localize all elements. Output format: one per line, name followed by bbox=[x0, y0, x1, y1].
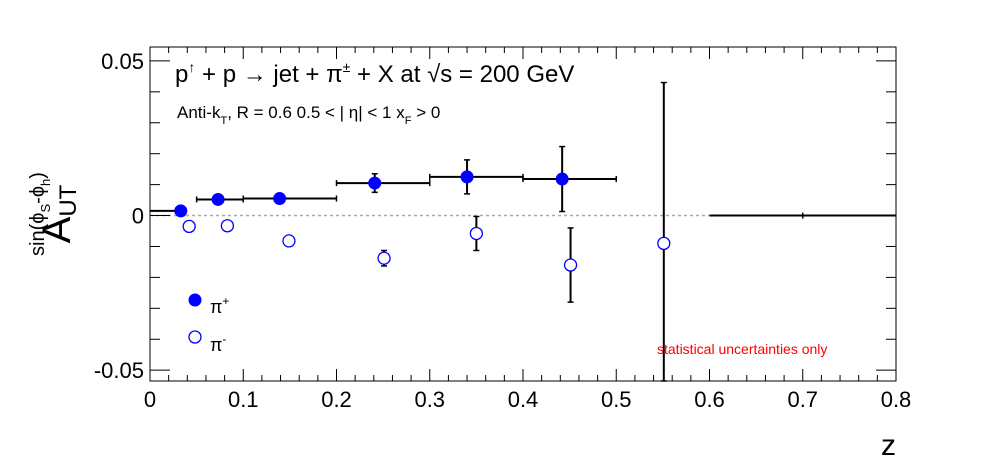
legend-label-pi-plus: π+ bbox=[210, 294, 229, 317]
pi-minus-point bbox=[657, 236, 671, 251]
pi-minus-point bbox=[182, 219, 196, 234]
x-tick-label: 0.1 bbox=[228, 387, 259, 412]
y-tick-label: -0.05 bbox=[94, 358, 144, 383]
x-tick-label: 0.4 bbox=[508, 387, 539, 412]
pi-plus-point bbox=[368, 176, 382, 190]
x-tick-label: 0.3 bbox=[414, 387, 445, 412]
pi-plus-point bbox=[555, 172, 569, 186]
x-axis-title: z bbox=[881, 429, 896, 462]
pi-plus-point bbox=[211, 192, 225, 206]
svg-text:AUT: AUT bbox=[35, 184, 82, 243]
plot-frame bbox=[149, 46, 897, 382]
chart-subtitle: Anti-kT, R = 0.6 0.5 < | η| < 1 xF > 0 bbox=[177, 103, 440, 127]
annotation-text: statistical uncertainties only bbox=[657, 341, 827, 357]
x-tick-label: 0 bbox=[144, 387, 156, 412]
pi-plus-point bbox=[174, 204, 188, 218]
x-tick-label: 0.7 bbox=[787, 387, 818, 412]
x-tick-label: 0.8 bbox=[881, 387, 912, 412]
series-layer bbox=[174, 81, 671, 382]
x-tick-label: 0.2 bbox=[321, 387, 352, 412]
x-tick-label: 0.6 bbox=[694, 387, 725, 412]
black-segments bbox=[150, 209, 896, 219]
pi-minus-point bbox=[469, 226, 484, 241]
legend-marker-pi-plus bbox=[188, 293, 202, 307]
pi-minus-point bbox=[220, 219, 235, 233]
y-ticks: -0.05 0 0.05 bbox=[94, 49, 896, 383]
pi-minus-point bbox=[282, 234, 296, 248]
y-axis-title: AUT sin(ϕS-ϕh) bbox=[27, 172, 82, 256]
legend-marker-pi-minus bbox=[188, 330, 202, 344]
pi-minus-point bbox=[377, 251, 391, 265]
svg-text:sin(ϕS-ϕh): sin(ϕS-ϕh) bbox=[27, 172, 53, 256]
x-tick-label: 0.5 bbox=[601, 387, 632, 412]
pi-plus-point bbox=[460, 170, 474, 184]
y-tick-label: 0.05 bbox=[101, 49, 144, 74]
chart-title: p↑ + p → jet + π± + X at √s = 200 GeV bbox=[175, 59, 574, 88]
legend: π+ π- bbox=[188, 293, 229, 355]
x-ticks: 0 0.1 0.2 0.3 0.4 0.5 0.6 0.7 0.8 bbox=[144, 47, 911, 412]
legend-label-pi-minus: π- bbox=[210, 332, 226, 355]
pi-plus-point bbox=[273, 192, 287, 206]
y-tick-label: 0 bbox=[132, 204, 144, 229]
pi-minus-point bbox=[563, 258, 578, 272]
